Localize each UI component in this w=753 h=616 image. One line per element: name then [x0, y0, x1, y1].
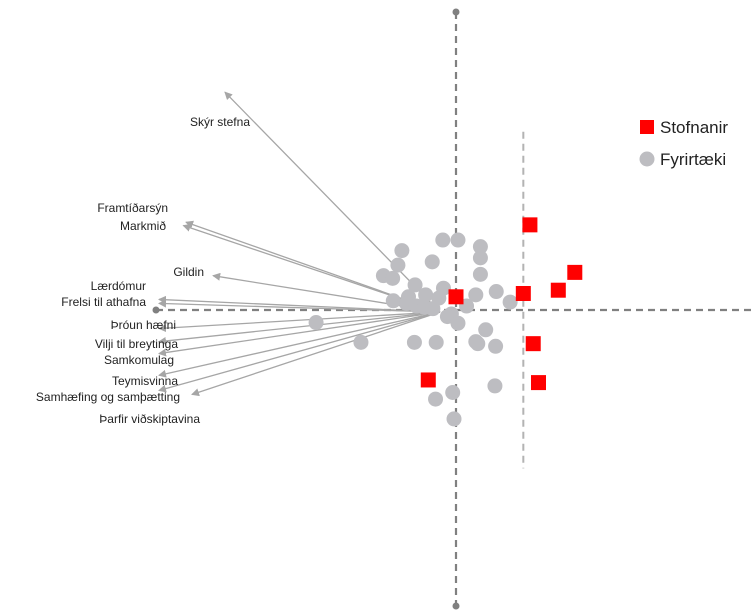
vector-label: Vilji til breytinga [95, 337, 178, 351]
point-fyrirtaeki [425, 301, 441, 317]
point-stofnanir [550, 282, 566, 298]
point-fyrirtaeki [394, 243, 410, 259]
point-fyrirtaeki [450, 232, 466, 248]
point-fyrirtaeki [468, 287, 484, 303]
legend-marker-fyrirtaeki [639, 151, 655, 167]
point-fyrirtaeki [418, 287, 434, 303]
point-stofnanir [515, 286, 531, 301]
vector-label: Skýr stefna [190, 115, 250, 129]
point-fyrirtaeki [390, 257, 406, 273]
vector-label: Frelsi til athafna [61, 295, 146, 309]
point-fyrirtaeki [488, 284, 504, 300]
point-stofnanir [525, 336, 541, 352]
point-fyrirtaeki [472, 250, 488, 266]
point-fyrirtaeki [502, 294, 518, 310]
point-fyrirtaeki [488, 338, 504, 354]
point-fyrirtaeki [428, 334, 444, 350]
point-stofnanir [522, 217, 538, 233]
point-fyrirtaeki [353, 334, 369, 350]
point-fyrirtaeki [472, 239, 488, 255]
vector-arrow [191, 311, 441, 397]
point-stofnanir [567, 264, 583, 280]
vector-label: Samkomulag [104, 353, 174, 367]
vector-arrow [158, 311, 441, 333]
point-stofnanir [448, 289, 464, 305]
axis-end-dot [152, 306, 160, 314]
point-stofnanir [420, 372, 436, 388]
vector-arrow [158, 299, 441, 313]
legend-label-fyrirtaeki: Fyrirtæki [660, 150, 726, 169]
point-fyrirtaeki [470, 336, 486, 352]
point-fyrirtaeki [424, 254, 440, 270]
data-points [308, 217, 583, 427]
point-fyrirtaeki [428, 391, 444, 407]
vector-label: Samhæfing og samþætting [36, 390, 180, 404]
vector-label: Þróun hæfni [111, 318, 176, 332]
vector-label: Markmið [120, 219, 166, 233]
legend: Stofnanir Fyrirtæki [639, 118, 728, 169]
vector-label: Lærdómur [91, 279, 146, 293]
point-fyrirtaeki [478, 322, 494, 338]
point-fyrirtaeki [385, 270, 401, 286]
vector-arrow [224, 91, 441, 313]
vector-label: Gildin [173, 265, 204, 279]
vector-arrow [158, 311, 441, 378]
vector-arrow [158, 311, 441, 357]
axis-end-dot [452, 602, 460, 610]
point-stofnanir [531, 375, 546, 391]
vector-label: Þarfir viðskiptavina [99, 412, 200, 426]
vector-label: Framtíðarsýn [97, 201, 168, 215]
vector-label: Teymisvinna [112, 374, 178, 388]
vector-arrow [158, 311, 441, 345]
axis-end-dot [452, 8, 460, 16]
point-fyrirtaeki [385, 293, 401, 309]
point-fyrirtaeki [487, 378, 503, 394]
point-fyrirtaeki [445, 385, 461, 400]
point-fyrirtaeki [406, 334, 422, 350]
point-fyrirtaeki [446, 411, 462, 427]
point-fyrirtaeki [435, 232, 451, 248]
vector-arrow [158, 311, 441, 393]
legend-label-stofnanir: Stofnanir [660, 118, 728, 137]
point-fyrirtaeki [472, 266, 488, 282]
point-fyrirtaeki [407, 277, 423, 293]
point-fyrirtaeki [450, 315, 466, 331]
loading-vectors: Skýr stefna Framtíðarsýn Markmið Gildin Lærd… [36, 91, 441, 426]
vector-arrow [158, 295, 441, 313]
point-fyrirtaeki [308, 315, 324, 331]
legend-marker-stofnanir [640, 120, 654, 134]
